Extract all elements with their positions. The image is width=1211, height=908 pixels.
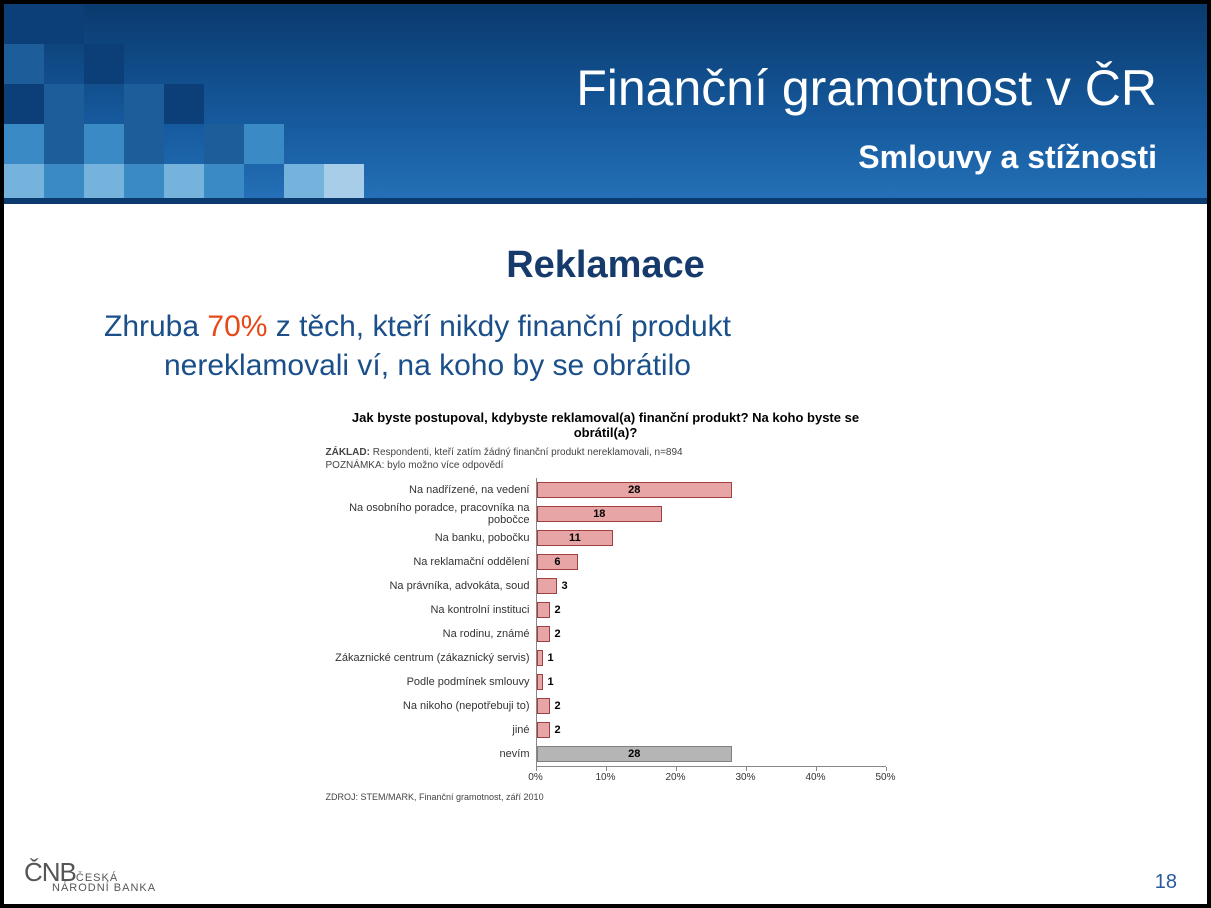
chart-tick — [746, 767, 747, 771]
chart-value-label: 2 — [554, 698, 560, 714]
chart-plot: Na nadřízené, na vedení 28 Na osobního por… — [326, 478, 886, 786]
chart-tick-label: 30% — [735, 772, 755, 783]
chart-category-label: Na reklamační oddělení — [326, 556, 536, 568]
chart-row-plot: 28 — [536, 478, 886, 502]
chart-category-label: jiné — [326, 724, 536, 736]
chart-tick-label: 50% — [875, 772, 895, 783]
slide: Finanční gramotnost v ČR Smlouvy a stížn… — [0, 0, 1211, 908]
chart-value-label: 2 — [554, 722, 560, 738]
chart-category-label: Na nikoho (nepotřebuji to) — [326, 700, 536, 712]
chart-value-label: 11 — [569, 530, 581, 546]
chart-axis-plot: 0%10%20%30%40%50% — [536, 766, 886, 786]
chart-bar — [537, 722, 551, 738]
chart-title: Jak byste postupoval, kdybyste reklamova… — [326, 410, 886, 440]
chart-bar — [537, 674, 544, 690]
chart-meta-base-text: Respondenti, kteří zatím žádný finanční … — [370, 447, 683, 458]
chart-source: ZDROJ: STEM/MARK, Finanční gramotnost, z… — [326, 792, 886, 802]
lead-text: Zhruba 70% z těch, kteří nikdy finanční … — [64, 307, 1147, 385]
chart-tick-label: 0% — [528, 772, 542, 783]
chart-meta-note-text: bylo možno více odpovědí — [384, 460, 503, 471]
chart-row: Na rodinu, známé 2 — [326, 622, 886, 646]
chart-tick — [536, 767, 537, 771]
mosaic-decoration — [4, 4, 404, 214]
section-title: Reklamace — [64, 244, 1147, 287]
chart-row-plot: 3 — [536, 574, 886, 598]
chart-row: Na banku, pobočku 11 — [326, 526, 886, 550]
chart-row: nevím 28 — [326, 742, 886, 766]
chart-tick — [886, 767, 887, 771]
chart-row: Zákaznické centrum (zákaznický servis) 1 — [326, 646, 886, 670]
chart-row-plot: 6 — [536, 550, 886, 574]
lead-mid: z těch, kteří nikdy finanční produkt — [267, 310, 731, 343]
chart-row-plot: 2 — [536, 694, 886, 718]
chart-row-plot: 28 — [536, 742, 886, 766]
chart-row: Na reklamační oddělení 6 — [326, 550, 886, 574]
chart-value-label: 1 — [547, 674, 553, 690]
chart-row-plot: 11 — [536, 526, 886, 550]
chart-meta-note-label: POZNÁMKA: — [326, 460, 385, 471]
chart-row: jiné 2 — [326, 718, 886, 742]
chart-container: Jak byste postupoval, kdybyste reklamova… — [326, 410, 886, 802]
chart-value-label: 28 — [628, 482, 640, 498]
chart-value-label: 2 — [554, 602, 560, 618]
chart-tick — [816, 767, 817, 771]
chart-bar — [537, 578, 558, 594]
chart-meta: ZÁKLAD: Respondenti, kteří zatím žádný f… — [326, 446, 886, 472]
chart-value-label: 18 — [593, 506, 605, 522]
chart-bar — [537, 650, 544, 666]
chart-category-label: Na osobního poradce, pracovníka na poboč… — [326, 502, 536, 526]
chart-value-label: 6 — [554, 554, 560, 570]
chart-row: Na právníka, advokáta, soud 3 — [326, 574, 886, 598]
page-title: Finanční gramotnost v ČR — [576, 59, 1157, 117]
lead-pre: Zhruba — [104, 310, 207, 343]
page-number: 18 — [1155, 871, 1177, 894]
chart-row-plot: 1 — [536, 670, 886, 694]
chart-row-plot: 2 — [536, 598, 886, 622]
chart-x-axis: 0%10%20%30%40%50% — [326, 766, 886, 786]
chart-tick-label: 10% — [595, 772, 615, 783]
chart-value-label: 3 — [561, 578, 567, 594]
chart-category-label: Na rodinu, známé — [326, 628, 536, 640]
chart-bar — [537, 602, 551, 618]
chart-row: Na nadřízené, na vedení 28 — [326, 478, 886, 502]
chart-category-label: Zákaznické centrum (zákaznický servis) — [326, 652, 536, 664]
chart-bar — [537, 698, 551, 714]
chart-category-label: Na nadřízené, na vedení — [326, 484, 536, 496]
header-band: Finanční gramotnost v ČR Smlouvy a stížn… — [4, 4, 1207, 204]
chart-row-plot: 18 — [536, 502, 886, 526]
chart-row: Podle podmínek smlouvy 1 — [326, 670, 886, 694]
chart-bar — [537, 626, 551, 642]
chart-tick-label: 40% — [805, 772, 825, 783]
cnb-logo: ČNBČESKÁ NÁRODNÍ BANKA — [24, 861, 156, 894]
chart-row-plot: 1 — [536, 646, 886, 670]
lead-percent: 70% — [207, 310, 267, 343]
chart-row-plot: 2 — [536, 622, 886, 646]
chart-category-label: nevím — [326, 748, 536, 760]
chart-value-label: 1 — [547, 650, 553, 666]
chart-row: Na kontrolní instituci 2 — [326, 598, 886, 622]
chart-row: Na nikoho (nepotřebuji to) 2 — [326, 694, 886, 718]
chart-category-label: Na banku, pobočku — [326, 532, 536, 544]
page-subtitle: Smlouvy a stížnosti — [858, 139, 1157, 176]
chart-value-label: 28 — [628, 746, 640, 762]
chart-tick — [676, 767, 677, 771]
chart-tick-label: 20% — [665, 772, 685, 783]
chart-category-label: Podle podmínek smlouvy — [326, 676, 536, 688]
chart-row-plot: 2 — [536, 718, 886, 742]
lead-line2: nereklamovali ví, na koho by se obrátilo — [104, 346, 1107, 385]
chart-category-label: Na kontrolní instituci — [326, 604, 536, 616]
chart-tick — [606, 767, 607, 771]
chart-category-label: Na právníka, advokáta, soud — [326, 580, 536, 592]
chart-value-label: 2 — [554, 626, 560, 642]
chart-row: Na osobního poradce, pracovníka na poboč… — [326, 502, 886, 526]
header-rule — [4, 198, 1207, 204]
slide-body: Reklamace Zhruba 70% z těch, kteří nikdy… — [4, 204, 1207, 802]
chart-meta-base-label: ZÁKLAD: — [326, 447, 370, 458]
footer: ČNBČESKÁ NÁRODNÍ BANKA 18 — [24, 861, 1177, 894]
